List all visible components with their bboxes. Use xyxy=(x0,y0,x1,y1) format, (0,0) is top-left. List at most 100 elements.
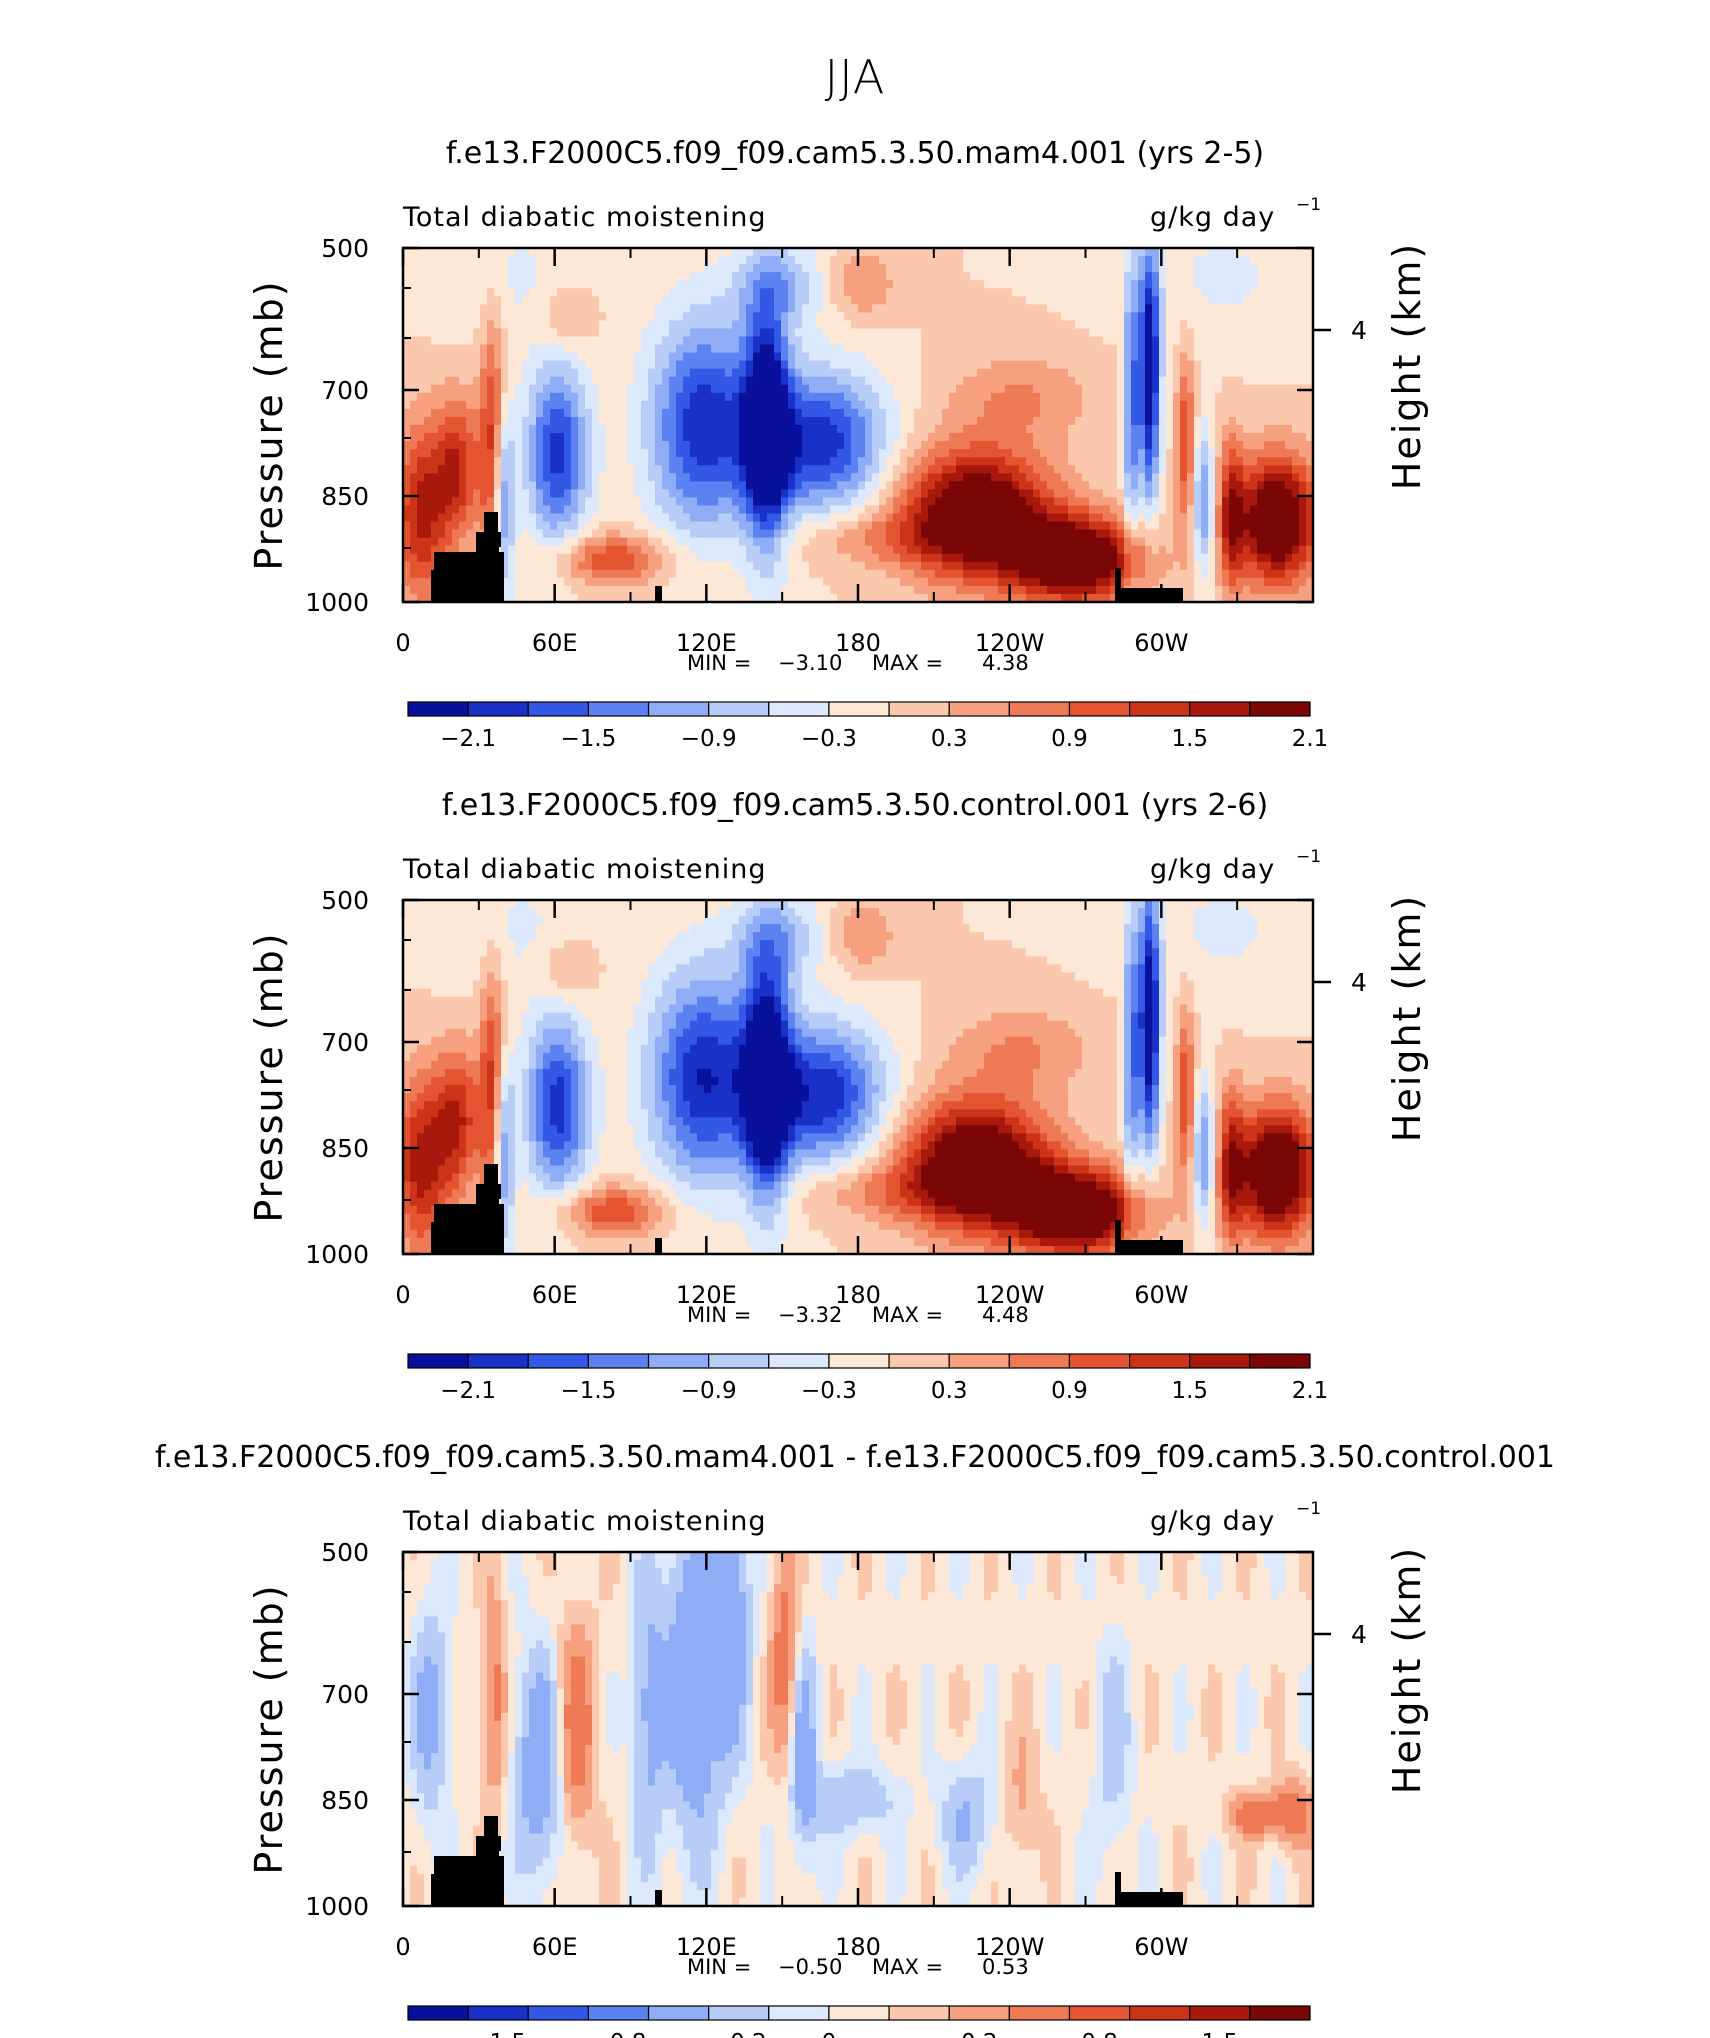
contour-cell xyxy=(942,585,950,595)
contour-cell xyxy=(1061,457,1069,466)
contour-cell xyxy=(984,521,992,531)
contour-cell xyxy=(767,408,775,418)
contour-cell xyxy=(557,473,565,482)
contour-cell xyxy=(459,352,467,362)
contour-cell xyxy=(417,545,425,555)
contour-cell xyxy=(480,320,488,330)
contour-cell xyxy=(851,256,859,265)
contour-cell xyxy=(928,352,936,362)
contour-cell xyxy=(690,368,698,378)
contour-cell xyxy=(1054,368,1062,378)
contour-cell xyxy=(1054,264,1062,273)
contour-cell xyxy=(403,264,411,273)
contour-cell xyxy=(1152,336,1160,346)
contour-cell xyxy=(585,384,593,394)
contour-cell xyxy=(466,296,474,305)
contour-cell xyxy=(1124,280,1132,289)
contour-cell xyxy=(557,336,565,346)
contour-cell xyxy=(781,585,789,595)
contour-cell xyxy=(760,577,768,587)
contour-cell xyxy=(1019,521,1027,531)
contour-cell xyxy=(732,256,740,265)
contour-cell xyxy=(991,336,999,346)
contour-cell xyxy=(732,312,740,322)
contour-cell xyxy=(823,505,831,515)
contour-cell xyxy=(1075,433,1083,442)
contour-cell xyxy=(935,336,943,346)
contour-cell xyxy=(676,561,684,571)
contour-cell xyxy=(970,473,978,482)
contour-cell xyxy=(830,416,838,426)
contour-cell xyxy=(928,312,936,322)
contour-cell xyxy=(900,368,908,378)
contour-cell xyxy=(1047,513,1055,523)
contour-cell xyxy=(543,441,551,450)
contour-cell xyxy=(1061,312,1069,322)
contour-cell xyxy=(662,569,670,579)
contour-cell xyxy=(1054,593,1062,603)
contour-cell xyxy=(1159,248,1167,257)
contour-cell xyxy=(648,288,656,297)
contour-cell xyxy=(816,312,824,322)
contour-cell xyxy=(592,320,600,330)
contour-cell xyxy=(599,505,607,515)
contour-cell xyxy=(1124,457,1132,466)
contour-cell xyxy=(543,392,551,402)
contour-cell xyxy=(1110,425,1118,434)
contour-cell xyxy=(809,505,817,515)
contour-cell xyxy=(1047,256,1055,265)
contour-cell xyxy=(1159,529,1167,539)
contour-cell xyxy=(851,384,859,394)
contour-cell xyxy=(550,553,558,563)
contour-cell xyxy=(606,368,614,378)
contour-cell xyxy=(844,304,852,313)
contour-cell xyxy=(823,400,831,410)
contour-cell xyxy=(585,272,593,281)
contour-cell xyxy=(879,521,887,531)
contour-cell xyxy=(907,513,915,523)
contour-cell xyxy=(648,352,656,362)
contour-cell xyxy=(935,473,943,482)
contour-cell xyxy=(767,497,775,507)
contour-cell xyxy=(774,368,782,378)
contour-cell xyxy=(648,256,656,265)
contour-cell xyxy=(410,521,418,531)
contour-cell xyxy=(851,505,859,515)
contour-cell xyxy=(1159,336,1167,346)
contour-cell xyxy=(417,425,425,434)
contour-cell xyxy=(557,585,565,595)
contour-cell xyxy=(648,505,656,515)
contour-cell xyxy=(1082,392,1090,402)
contour-cell xyxy=(571,529,579,539)
contour-cell xyxy=(620,336,628,346)
contour-cell xyxy=(1103,433,1111,442)
contour-cell xyxy=(550,328,558,338)
contour-cell xyxy=(984,513,992,523)
contour-cell xyxy=(893,368,901,378)
contour-cell xyxy=(851,328,859,338)
contour-cell xyxy=(893,352,901,362)
contour-cell xyxy=(795,320,803,330)
contour-cell xyxy=(725,537,733,547)
contour-cell xyxy=(900,312,908,322)
contour-cell xyxy=(935,368,943,378)
contour-cell xyxy=(459,489,467,499)
contour-cell xyxy=(487,328,495,338)
contour-cell xyxy=(872,280,880,289)
contour-cell xyxy=(781,280,789,289)
contour-cell xyxy=(753,344,761,354)
contour-cell xyxy=(669,272,677,281)
contour-cell xyxy=(1124,264,1132,273)
contour-cell xyxy=(1047,553,1055,563)
contour-cell xyxy=(1040,376,1048,386)
contour-cell xyxy=(851,264,859,273)
contour-cell xyxy=(1026,288,1034,297)
contour-cell xyxy=(606,457,614,466)
contour-cell xyxy=(1096,473,1104,482)
contour-cell xyxy=(879,577,887,587)
contour-cell xyxy=(403,521,411,531)
contour-cell xyxy=(452,497,460,507)
contour-cell xyxy=(886,416,894,426)
contour-cell xyxy=(746,505,754,515)
contour-cell xyxy=(585,368,593,378)
